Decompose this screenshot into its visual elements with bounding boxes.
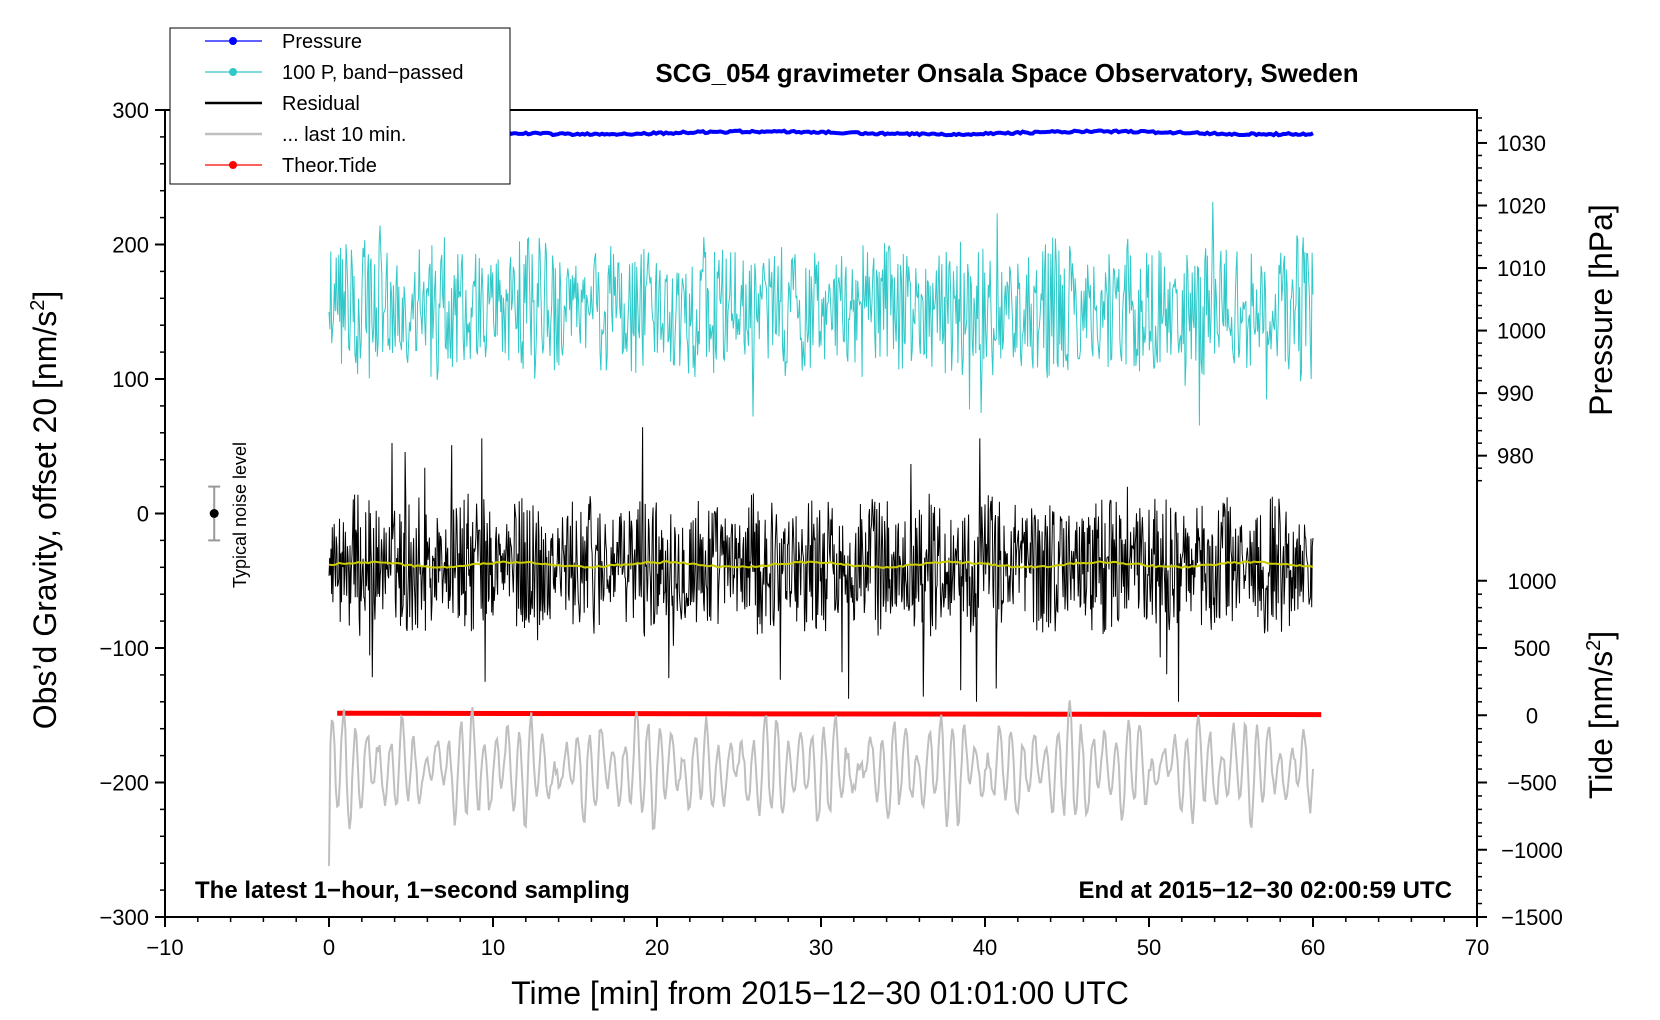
legend-item: Theor.Tide <box>205 155 377 177</box>
x-tick-label: 20 <box>645 935 669 960</box>
x-tick-label: 50 <box>1137 935 1161 960</box>
legend-label: ... last 10 min. <box>282 124 407 146</box>
pressure-axis-label: Pressure [hPa] <box>1583 204 1619 416</box>
y-axis-label-close: ] <box>27 291 63 300</box>
legend: Pressure 100 P, band−passed Residual ... la… <box>169 27 511 185</box>
legend-label: Residual <box>282 93 360 115</box>
x-tick-label: 0 <box>323 935 335 960</box>
y-tick-label: −300 <box>99 905 149 930</box>
tide-tick-label: 0 <box>1526 703 1538 728</box>
tide-tick-label: −1000 <box>1501 838 1563 863</box>
x-tick-label: 70 <box>1465 935 1489 960</box>
pressure-tick-label: 1020 <box>1497 193 1546 218</box>
y-axis-label-sup: 2 <box>27 300 49 311</box>
x-tick-label: 30 <box>809 935 833 960</box>
series-last-10-min <box>328 700 1314 866</box>
legend-item: Residual <box>205 93 360 115</box>
legend-item: ... last 10 min. <box>205 124 407 146</box>
legend-item: Pressure <box>205 31 362 53</box>
legend-label: Theor.Tide <box>282 155 377 177</box>
y-tick-label: 300 <box>112 98 149 123</box>
annotation-end-time: End at 2015−12−30 02:00:59 UTC <box>1078 877 1452 904</box>
x-tick-label: −10 <box>146 935 183 960</box>
y-axis-label: Obs’d Gravity, offset 20 [nm/s2] <box>27 291 63 730</box>
pressure-tick-label: 1030 <box>1497 131 1546 156</box>
x-tick-label: 10 <box>481 935 505 960</box>
tide-axis-label-main: Tide [nm/s <box>1583 651 1619 799</box>
tide-tick-label: 1000 <box>1508 569 1557 594</box>
noise-level-indicator: Typical noise level <box>208 442 250 588</box>
legend-label: Pressure <box>282 31 362 53</box>
x-tick-label: 40 <box>973 935 997 960</box>
legend-box <box>169 27 511 185</box>
noise-level-label: Typical noise level <box>230 442 250 588</box>
pressure-tick-label: 1000 <box>1497 319 1546 344</box>
y-tick-label: 200 <box>112 233 149 258</box>
y-tick-label: −100 <box>99 636 149 661</box>
series-residual <box>328 427 1314 702</box>
tide-axis-label-sup: 2 <box>1583 640 1605 651</box>
y-tick-label: 100 <box>112 367 149 392</box>
tide-tick-label: −1500 <box>1501 905 1563 930</box>
legend-items: Pressure 100 P, band−passed Residual ... la… <box>205 31 463 177</box>
noise-level-dot <box>209 509 219 518</box>
pressure-tick-label: 990 <box>1497 381 1534 406</box>
tide-tick-label: 500 <box>1514 636 1551 661</box>
annotation-sampling: The latest 1−hour, 1−second sampling <box>195 877 630 904</box>
pressure-tick-label: 1010 <box>1497 256 1546 281</box>
y-tick-label: 0 <box>137 502 149 527</box>
pressure-tick-label: 980 <box>1497 444 1534 469</box>
y-tick-label: −200 <box>99 771 149 796</box>
legend-item: 100 P, band−passed <box>205 62 463 84</box>
legend-label: 100 P, band−passed <box>282 62 463 84</box>
series-smoothed-residual <box>328 560 1314 570</box>
tick-layer: −10 0 10 20 30 40 50 60 70−300−200−1000100200300… <box>99 98 1562 960</box>
tide-axis-label-close: ] <box>1583 631 1619 640</box>
legend-marker <box>229 68 237 76</box>
chart-title: SCG_054 gravimeter Onsala Space Observat… <box>655 58 1358 88</box>
legend-marker <box>229 37 237 45</box>
legend-marker <box>229 161 237 169</box>
y-axis-label-main: Obs’d Gravity, offset 20 [nm/s <box>27 311 63 730</box>
x-tick-label: 60 <box>1301 935 1325 960</box>
tide-tick-label: −500 <box>1507 771 1557 796</box>
series-theor-tide <box>337 710 1322 718</box>
x-axis-label: Time [min] from 2015−12−30 01:01:00 UTC <box>511 975 1129 1011</box>
tide-axis-label: Tide [nm/s2] <box>1583 631 1619 799</box>
series-band-passed-pressure <box>328 201 1314 426</box>
